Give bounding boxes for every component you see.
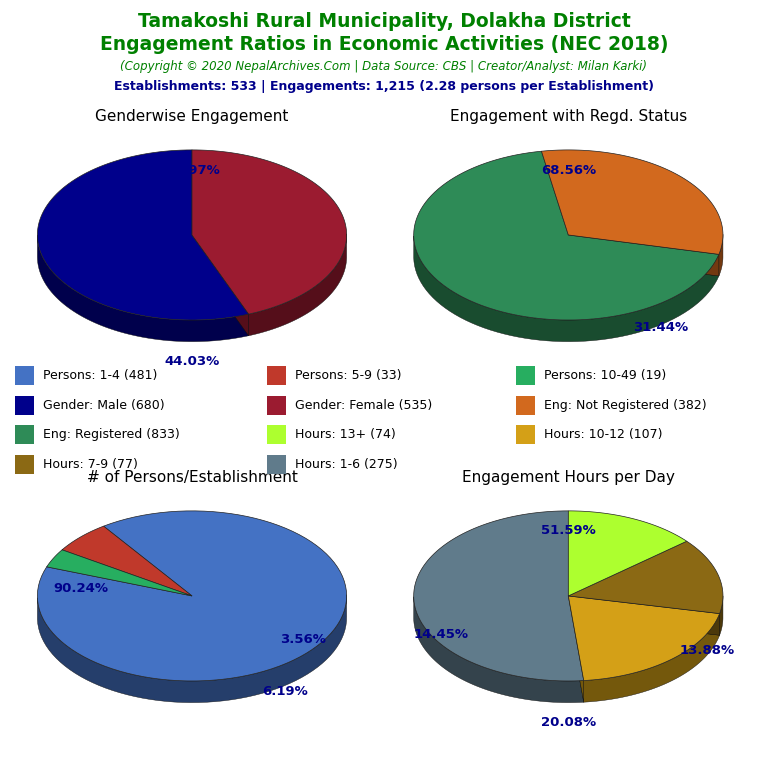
FancyBboxPatch shape xyxy=(267,366,286,385)
Polygon shape xyxy=(249,233,346,336)
FancyBboxPatch shape xyxy=(15,396,34,415)
Polygon shape xyxy=(414,511,584,681)
FancyBboxPatch shape xyxy=(516,425,535,444)
Text: Persons: 1-4 (481): Persons: 1-4 (481) xyxy=(43,369,157,382)
Text: 6.19%: 6.19% xyxy=(262,685,308,698)
Polygon shape xyxy=(62,526,192,596)
Text: Persons: 10-49 (19): Persons: 10-49 (19) xyxy=(544,369,666,382)
Polygon shape xyxy=(720,596,723,635)
Polygon shape xyxy=(38,594,346,703)
Text: Hours: 1-6 (275): Hours: 1-6 (275) xyxy=(295,458,398,471)
Title: # of Persons/Establishment: # of Persons/Establishment xyxy=(87,470,297,485)
FancyBboxPatch shape xyxy=(15,425,34,444)
Polygon shape xyxy=(584,614,720,702)
Text: 68.56%: 68.56% xyxy=(541,164,596,177)
Text: 44.03%: 44.03% xyxy=(164,356,220,369)
Polygon shape xyxy=(568,596,720,635)
Polygon shape xyxy=(568,596,720,680)
Polygon shape xyxy=(568,596,720,635)
Text: 51.59%: 51.59% xyxy=(541,525,596,538)
Text: (Copyright © 2020 NepalArchives.Com | Data Source: CBS | Creator/Analyst: Milan : (Copyright © 2020 NepalArchives.Com | Da… xyxy=(121,60,647,73)
FancyBboxPatch shape xyxy=(516,396,535,415)
Text: Persons: 5-9 (33): Persons: 5-9 (33) xyxy=(295,369,402,382)
Text: Hours: 7-9 (77): Hours: 7-9 (77) xyxy=(43,458,138,471)
Polygon shape xyxy=(414,597,584,703)
Text: 55.97%: 55.97% xyxy=(164,164,220,177)
Text: 31.44%: 31.44% xyxy=(634,321,689,334)
Text: 20.08%: 20.08% xyxy=(541,717,596,730)
Polygon shape xyxy=(38,511,346,681)
Polygon shape xyxy=(568,235,719,276)
Polygon shape xyxy=(192,235,249,336)
Text: Eng: Registered (833): Eng: Registered (833) xyxy=(43,429,180,441)
FancyBboxPatch shape xyxy=(267,455,286,474)
Polygon shape xyxy=(568,541,723,614)
Polygon shape xyxy=(568,596,584,702)
Polygon shape xyxy=(719,234,723,276)
Polygon shape xyxy=(414,236,719,342)
Polygon shape xyxy=(414,151,719,320)
FancyBboxPatch shape xyxy=(15,366,34,385)
FancyBboxPatch shape xyxy=(516,366,535,385)
Text: 14.45%: 14.45% xyxy=(414,628,469,641)
FancyBboxPatch shape xyxy=(267,396,286,415)
Text: 90.24%: 90.24% xyxy=(53,581,108,594)
FancyBboxPatch shape xyxy=(15,455,34,474)
Text: Gender: Female (535): Gender: Female (535) xyxy=(295,399,432,412)
Polygon shape xyxy=(38,235,249,342)
FancyBboxPatch shape xyxy=(267,425,286,444)
Text: Hours: 10-12 (107): Hours: 10-12 (107) xyxy=(544,429,662,441)
Text: 3.56%: 3.56% xyxy=(280,633,326,646)
Title: Engagement Hours per Day: Engagement Hours per Day xyxy=(462,470,675,485)
Polygon shape xyxy=(192,235,249,336)
Polygon shape xyxy=(541,150,723,254)
Polygon shape xyxy=(568,511,687,596)
Polygon shape xyxy=(38,150,249,320)
Polygon shape xyxy=(568,235,719,276)
Text: Establishments: 533 | Engagements: 1,215 (2.28 persons per Establishment): Establishments: 533 | Engagements: 1,215… xyxy=(114,80,654,93)
Text: Eng: Not Registered (382): Eng: Not Registered (382) xyxy=(544,399,707,412)
Polygon shape xyxy=(47,550,192,596)
Title: Engagement with Regd. Status: Engagement with Regd. Status xyxy=(450,109,687,124)
Title: Genderwise Engagement: Genderwise Engagement xyxy=(95,109,289,124)
Polygon shape xyxy=(192,150,346,314)
Polygon shape xyxy=(568,596,584,702)
Text: Hours: 13+ (74): Hours: 13+ (74) xyxy=(295,429,396,441)
Text: 13.88%: 13.88% xyxy=(680,644,735,657)
Text: Gender: Male (680): Gender: Male (680) xyxy=(43,399,164,412)
Text: Tamakoshi Rural Municipality, Dolakha District: Tamakoshi Rural Municipality, Dolakha Di… xyxy=(137,12,631,31)
Text: Engagement Ratios in Economic Activities (NEC 2018): Engagement Ratios in Economic Activities… xyxy=(100,35,668,54)
